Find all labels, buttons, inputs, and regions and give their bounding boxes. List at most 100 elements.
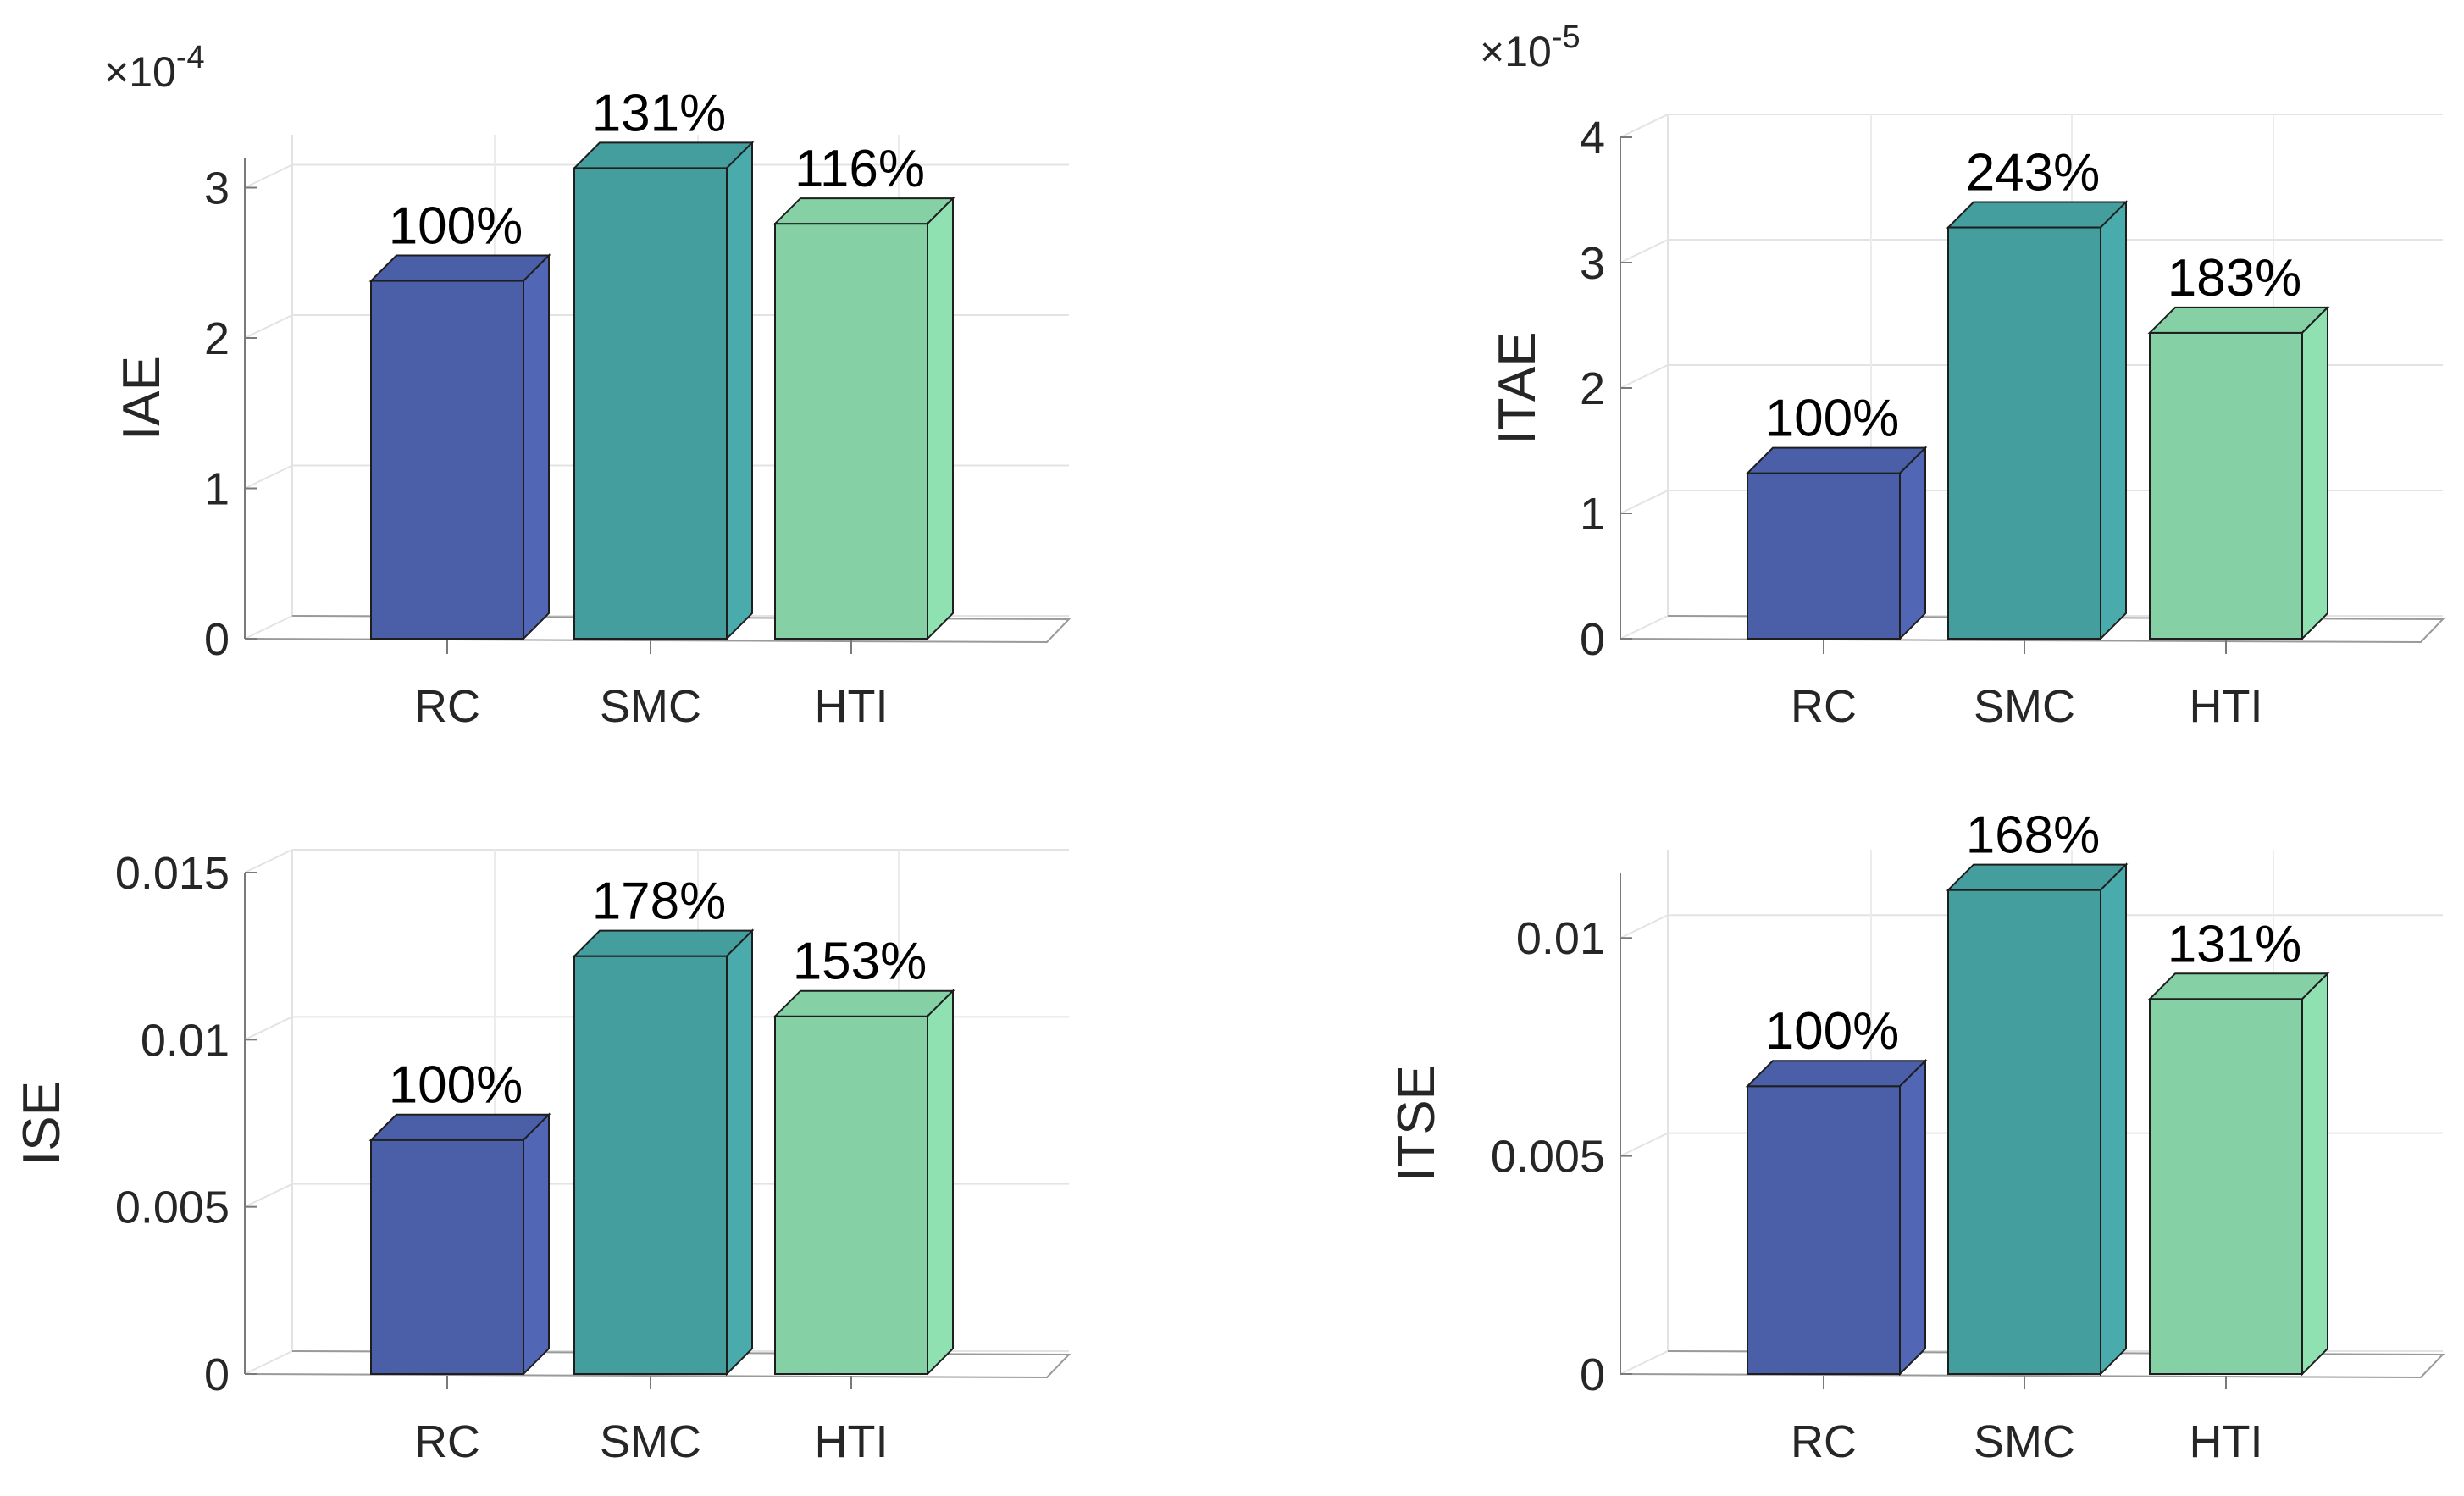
y-tick-label: 1 [1580,489,1605,540]
bar-top [772,197,955,225]
y-tick-label: 0.01 [1516,913,1605,964]
bar-front [370,280,524,640]
bar-data-label: 100% [1765,390,1900,448]
x-tick-label: SMC [600,681,701,732]
y-tick-label: 0.015 [115,848,230,899]
bar-side [523,253,550,641]
grid-depth-line [1620,114,1669,138]
bar-rc [1745,446,1928,641]
bar-top [772,989,955,1017]
grid-depth-line [244,615,293,640]
bar-smc [572,141,755,641]
grid-depth-line [244,1350,293,1375]
y-tick-label: 0 [1580,614,1605,665]
bar-top [1745,446,1928,474]
y-axis-label: ISE [13,1081,71,1166]
bar-data-label: 178% [592,873,727,931]
bar-data-label: 116% [795,140,925,198]
y-axis-label: ITSE [1387,1065,1446,1182]
y-tick-label: 0 [204,614,230,665]
y-tick-label: 0.005 [1491,1132,1605,1183]
bar-data-label: 100% [389,1056,523,1115]
x-tick-label: HTI [2190,681,2263,732]
x-tick-label: HTI [815,1416,889,1467]
bar-data-label: 100% [1765,1002,1900,1061]
x-tick-label: HTI [815,681,889,732]
bar-front [2149,998,2303,1376]
bar-data-label: 243% [1966,144,2101,202]
y-tick-label: 1 [204,464,230,515]
grid-depth-line [244,849,293,873]
bar-side [927,196,954,641]
y-tick-label: 2 [1580,363,1605,414]
bar-front [573,167,728,640]
exponent-power: -5 [1552,19,1581,55]
grid-depth-line [1620,914,1669,939]
grid-depth-line [244,163,293,189]
bar-hti [2147,305,2330,641]
bar-front [573,955,728,1375]
bar-rc [368,1112,551,1377]
bar-front [1947,226,2101,640]
chart-panel-itae: 0 1 2 3 4 ×10-5 ITAE 100% RC 243% SMC 183% HTI [1480,19,2445,732]
grid-depth-line [1620,615,1669,640]
exponent-base: ×10 [104,48,176,96]
bar-front [774,223,928,640]
x-tick-label: SMC [600,1416,701,1467]
y-axis-exponent: ×10-4 [104,40,205,96]
bar-rc [1745,1058,1928,1377]
bar-front [370,1139,524,1375]
grid-depth-line [1620,364,1669,389]
bar-side [2100,862,2127,1377]
y-tick-label: 2 [204,313,230,364]
x-tick-label: RC [414,681,480,732]
exponent-base: ×10 [1480,28,1552,75]
bar-smc [1946,200,2129,641]
y-axis-label: IAE [113,356,171,440]
bar-side [1899,446,1926,641]
y-tick-label: 0.005 [115,1183,230,1233]
y-tick-label: 3 [1580,238,1605,289]
chart-panel-iae: 0 1 2 3 ×10-4 IAE 100% RC 131% SMC 116% HTI [104,40,1071,732]
bar-top [2147,306,2330,334]
bar-top [368,254,551,282]
bar-side [2301,971,2328,1377]
bar-hti [772,989,955,1377]
grid-depth-line [244,464,293,490]
grid-depth-line [1620,490,1669,514]
bar-front [1947,889,2101,1375]
bar-top [368,1113,551,1141]
bar-top [2147,972,2330,1000]
exponent-power: -4 [176,40,205,75]
chart-panel-itse: 0 0.005 0.01 ITSE 100% RC 168% SMC 131% HTI [1387,806,2445,1467]
bar-top [1946,201,2129,229]
bar-front [774,1015,928,1375]
grid-depth-line [1620,1350,1669,1375]
bar-smc [572,928,755,1377]
bar-data-label: 131% [592,84,727,142]
grid-depth-line [1620,239,1669,263]
bar-top [1946,863,2129,891]
x-tick-label: RC [414,1416,480,1467]
bar-smc [1946,862,2129,1377]
bar-hti [2147,971,2330,1377]
bar-hti [772,196,955,641]
bar-side [1899,1058,1926,1377]
bar-side [2100,200,2127,641]
grid-depth-line [244,1016,293,1041]
y-tick-label: 3 [204,163,230,214]
x-tick-label: SMC [1974,681,2075,732]
x-tick-label: RC [1791,1416,1857,1467]
grid-depth-line [1620,1132,1669,1157]
bar-data-label: 153% [793,933,927,991]
y-tick-label: 0 [204,1349,230,1400]
bar-rc [368,253,551,641]
bar-side [726,928,753,1377]
y-axis-exponent: ×10-5 [1480,19,1581,75]
bar-data-label: 131% [2168,915,2302,973]
y-tick-label: 4 [1580,113,1605,163]
y-tick-label: 0.01 [141,1015,230,1066]
x-tick-label: SMC [1974,1416,2075,1467]
bar-data-label: 100% [389,197,523,256]
